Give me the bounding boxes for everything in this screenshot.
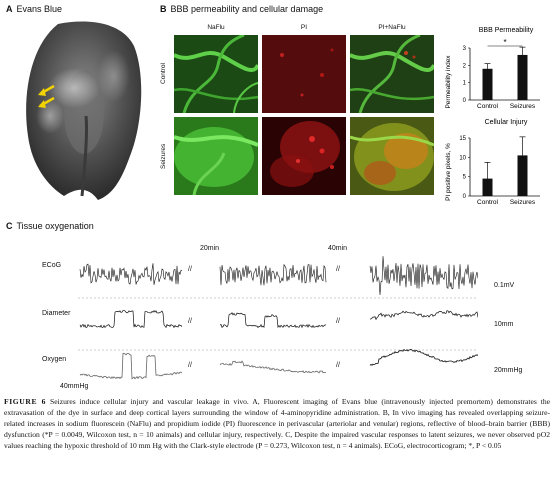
caption-text: Seizures induce cellular injury and vasc… bbox=[4, 397, 550, 450]
panel-a-letter: A bbox=[6, 4, 13, 14]
break-mark-ecog-2: // bbox=[336, 266, 340, 273]
trace-label-diameter: Diameter bbox=[42, 310, 71, 317]
figure-caption: FIGURE 6 Seizures induce cellular injury … bbox=[4, 396, 550, 451]
chart-bbb-plot: 0 1 2 3 Control Seizures * bbox=[463, 38, 540, 110]
row-label-control: Control bbox=[160, 63, 167, 85]
x-tick-label: Seizures bbox=[510, 103, 536, 110]
panel-b-title: B BBB permeability and cellular damage bbox=[160, 4, 323, 14]
y-tick-label: 0 bbox=[463, 98, 467, 104]
ecog-trace-2 bbox=[219, 263, 327, 286]
control-pi-image bbox=[262, 35, 346, 113]
scale-bar-diameter-label: 10mm bbox=[494, 321, 514, 328]
ecog-trace-3 bbox=[369, 256, 478, 296]
panel-c-title: C Tissue oxygenation bbox=[6, 221, 94, 231]
bar-control bbox=[482, 68, 493, 100]
evans-blue-brain-image bbox=[18, 16, 148, 206]
ecog-trace-1 bbox=[79, 263, 183, 285]
break-mark-oxygen-1: // bbox=[188, 362, 192, 369]
caption-figure-label: FIGURE 6 bbox=[4, 397, 47, 406]
seizures-naflu-image bbox=[174, 117, 258, 195]
yellow-arrows-icon bbox=[38, 84, 55, 108]
chart-injury-title: Cellular Injury bbox=[485, 119, 528, 126]
y-tick-label: 2 bbox=[463, 63, 467, 69]
control-merge-image bbox=[350, 35, 434, 113]
panel-b-letter: B bbox=[160, 4, 167, 14]
left-scale-label: 40mmHg bbox=[60, 383, 89, 390]
diameter-trace-1 bbox=[79, 309, 183, 329]
row-label-seizures: Seizures bbox=[160, 143, 167, 169]
panel-a-title: A Evans Blue bbox=[6, 4, 62, 14]
bar-seizures bbox=[517, 54, 528, 100]
chart-bbb-ylabel: Permeability index bbox=[445, 55, 452, 109]
column-label-naflu: NaFlu bbox=[207, 24, 225, 31]
chart-injury-ylabel: PI positive pixels, % bbox=[445, 143, 452, 201]
seizures-pi-image bbox=[262, 117, 346, 195]
oxygen-trace-3 bbox=[369, 348, 478, 366]
panel-b-title-text: BBB permeability and cellular damage bbox=[170, 4, 324, 14]
chart-injury-plot: 0 5 10 15 Control Seizures bbox=[459, 136, 540, 206]
panel-c-traces bbox=[78, 256, 478, 380]
trace-label-oxygen: Oxygen bbox=[42, 356, 67, 363]
y-tick-label: 15 bbox=[459, 136, 466, 142]
seizures-merge-image bbox=[350, 117, 434, 195]
panel-c-letter: C bbox=[6, 221, 13, 231]
chart-bbb-permeability: BBB Permeability Permeability index 0 1 2 3… bbox=[445, 27, 540, 110]
oxygen-trace-2 bbox=[219, 360, 327, 374]
break-mark-ecog-1: // bbox=[188, 266, 192, 273]
time-label-40min: 40min bbox=[328, 245, 348, 252]
chart-bbb-title: BBB Permeability bbox=[479, 27, 534, 34]
y-tick-label: 5 bbox=[463, 175, 467, 181]
diameter-trace-3 bbox=[369, 310, 478, 321]
bar-seizures bbox=[517, 155, 528, 196]
oxygen-trace-1 bbox=[79, 352, 183, 380]
time-label-20min: 20min bbox=[200, 245, 220, 252]
scale-bar-ecog-label: 0.1mV bbox=[494, 282, 515, 289]
y-tick-label: 3 bbox=[463, 46, 467, 52]
y-tick-label: 0 bbox=[463, 194, 467, 200]
column-label-pi-naflu: PI+NaFlu bbox=[378, 24, 406, 31]
scale-bar-oxygen-label: 20mmHg bbox=[494, 367, 523, 374]
y-tick-label: 1 bbox=[463, 81, 467, 87]
chart-cellular-injury: Cellular Injury PI positive pixels, % 0 5… bbox=[445, 119, 540, 206]
trace-label-ecog: ECoG bbox=[42, 262, 62, 269]
panel-a-title-text: Evans Blue bbox=[16, 4, 63, 14]
control-naflu-image bbox=[174, 35, 258, 113]
panel-b-bar-charts: BBB Permeability Permeability index 0 1 2 3… bbox=[445, 27, 540, 206]
break-mark-diameter-1: // bbox=[188, 318, 192, 325]
x-tick-label: Seizures bbox=[510, 199, 536, 206]
y-tick-label: 10 bbox=[459, 155, 466, 161]
panel-c-title-text: Tissue oxygenation bbox=[16, 221, 94, 231]
x-tick-label: Control bbox=[477, 103, 499, 110]
break-mark-oxygen-2: // bbox=[336, 362, 340, 369]
column-label-pi: PI bbox=[300, 24, 308, 31]
significance-star: * bbox=[503, 38, 506, 47]
break-mark-diameter-2: // bbox=[336, 318, 340, 325]
diameter-trace-2 bbox=[219, 312, 327, 329]
x-tick-label: Control bbox=[477, 199, 499, 206]
